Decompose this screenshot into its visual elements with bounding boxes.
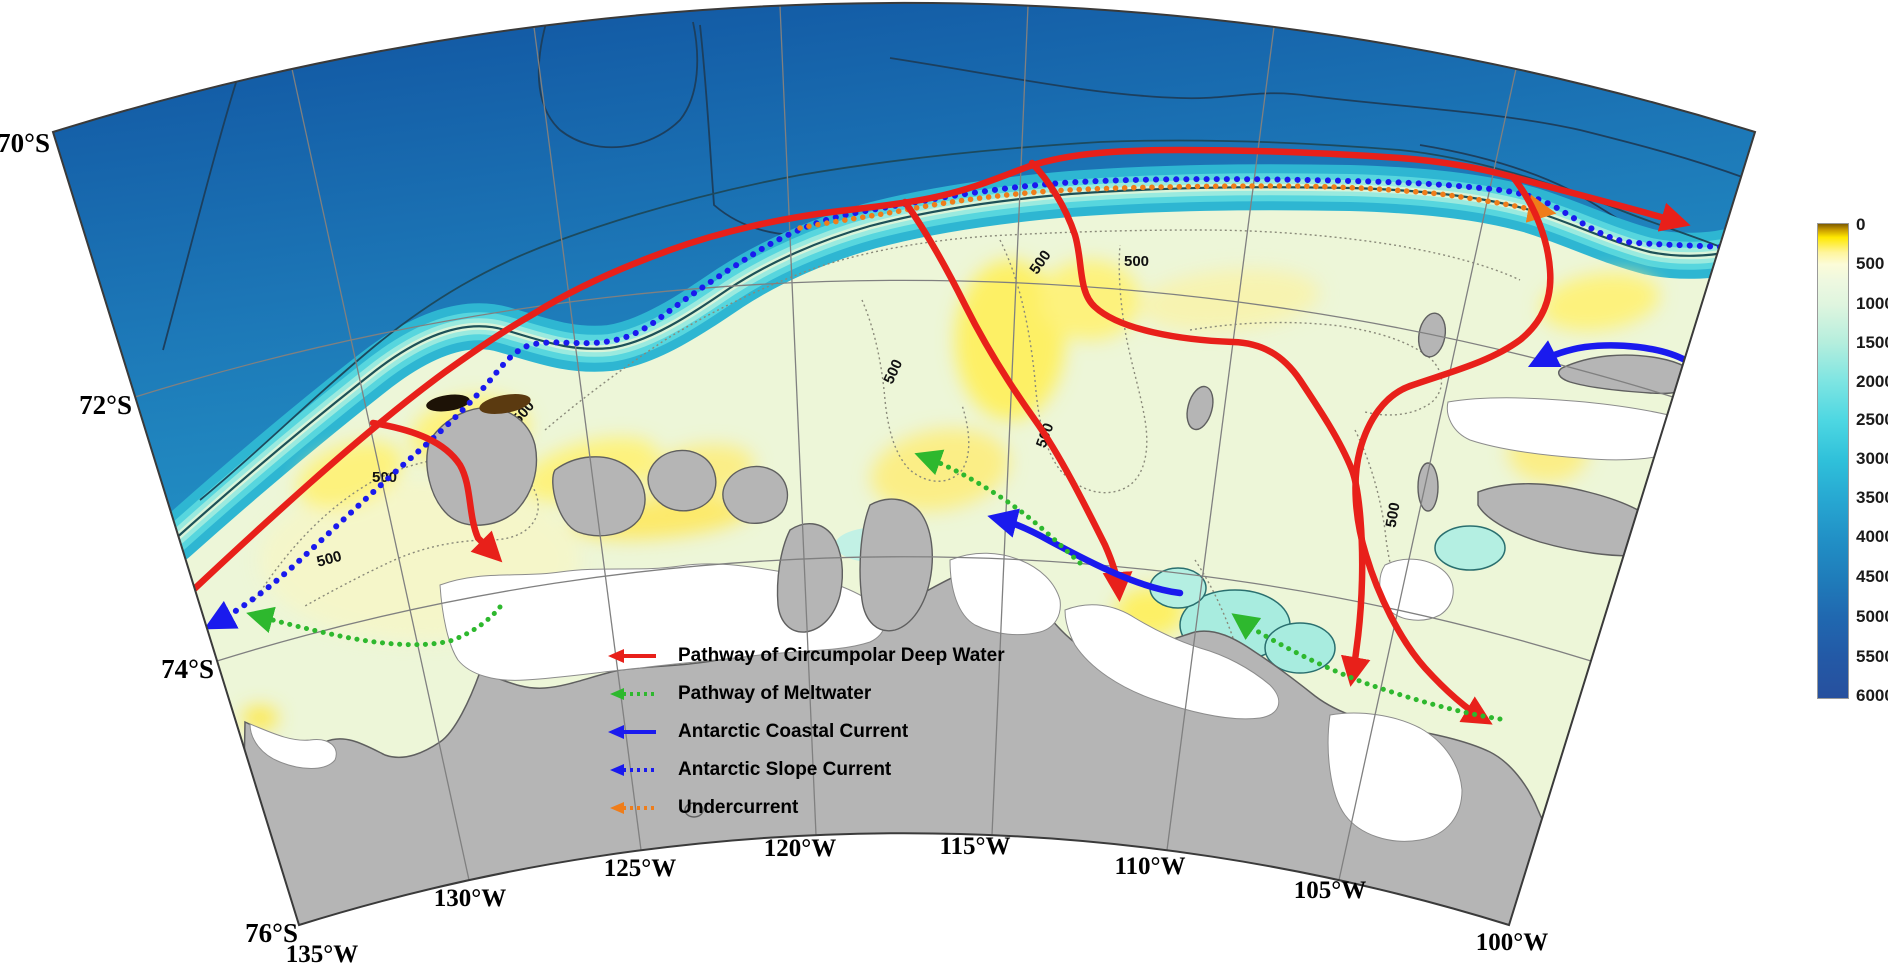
legend-item-coastal-current: Antarctic Coastal Current	[606, 713, 1005, 751]
lat-label-74s: 74°S	[161, 654, 214, 684]
lat-label-76s: 76°S	[245, 918, 298, 948]
meridian-125w	[533, 26, 642, 851]
lat-label-70s: 70°S	[0, 128, 50, 158]
colorbar-tick: 6000	[1856, 686, 1888, 705]
ice-shelves	[249, 397, 1698, 842]
colorbar-tick: 5500	[1856, 647, 1888, 666]
meridian-115w	[991, 5, 1029, 836]
lon-label-110w: 110°W	[1114, 853, 1185, 880]
colorbar-tick: 1500	[1856, 333, 1888, 352]
legend-item-meltwater: Pathway of Meltwater	[606, 675, 1005, 713]
depth-colorbar	[1817, 223, 1849, 699]
pine-island-ice-shelf	[1064, 604, 1280, 720]
coastal-current-east	[1527, 340, 1691, 368]
lon-label-135w: 135°W	[286, 941, 359, 967]
se-ice-patch	[1327, 712, 1463, 842]
deep-contours	[162, 15, 1746, 351]
orange-dotted-arrow-icon	[610, 802, 654, 814]
legend-label-undercurrent: Undercurrent	[678, 797, 799, 818]
martin-peninsula	[776, 523, 844, 633]
cdw-getz-branch	[369, 419, 503, 563]
antarctic-slope-current-path	[203, 176, 1723, 630]
meridian-130w	[291, 68, 470, 881]
bear-peninsula	[859, 498, 933, 632]
currents	[186, 146, 1723, 725]
colorbar-tick: 5000	[1856, 607, 1888, 626]
colorbar-tick: 1000	[1856, 294, 1888, 313]
legend: Pathway of Circumpolar Deep Water Pathwa…	[606, 637, 1005, 827]
small-island	[1417, 462, 1439, 512]
islands	[426, 312, 1701, 818]
getz-ice-shelf	[439, 563, 886, 681]
colorbar-tick: 2500	[1856, 410, 1888, 429]
meltwater-east	[1231, 613, 1503, 722]
cdw-pib-branch	[1028, 159, 1371, 687]
lon-label-100w: 100°W	[1476, 929, 1549, 956]
legend-label-slope-current: Antarctic Slope Current	[678, 759, 892, 780]
cdw-dotson-branch	[901, 198, 1133, 602]
colorbar-tick: 2000	[1856, 372, 1888, 391]
small-island	[1186, 385, 1214, 431]
meltwater-central	[914, 449, 1083, 566]
red-solid-arrow-icon	[608, 649, 656, 663]
dotson-ice-shelf	[949, 552, 1061, 636]
lon-label-125w: 125°W	[604, 855, 677, 882]
meridian-120w	[779, 5, 817, 836]
meridian-105w	[1338, 68, 1517, 881]
lon-label-120w: 120°W	[764, 835, 837, 862]
legend-item-cdw: Pathway of Circumpolar Deep Water	[606, 637, 1005, 675]
colorbar-tick: 3000	[1856, 449, 1888, 468]
longitude-labels: 135°W 130°W 125°W 120°W 115°W 110°W 105°…	[286, 833, 1549, 967]
contour-label: 500	[315, 548, 344, 571]
duncan-island	[722, 465, 789, 524]
lon-label-130w: 130°W	[434, 885, 507, 912]
green-dotted-arrow-icon	[610, 688, 654, 700]
undercurrent-path	[797, 183, 1557, 231]
lat-label-72s: 72°S	[79, 390, 132, 420]
lon-label-115w: 115°W	[939, 833, 1010, 860]
meridian-110w	[1166, 26, 1275, 851]
meltwater-west	[246, 604, 503, 648]
blue-dotted-arrow-icon	[610, 764, 654, 776]
wright-island	[647, 449, 717, 512]
carney-island	[552, 456, 646, 537]
colorbar-tick: 3500	[1856, 488, 1888, 507]
cdw-east-branch	[1352, 173, 1554, 725]
small-island	[684, 802, 704, 818]
colorbar-tick: 0	[1856, 215, 1866, 234]
legend-item-undercurrent: Undercurrent	[606, 789, 1005, 827]
colorbar-tick: 4500	[1856, 567, 1888, 586]
legend-item-slope-current: Antarctic Slope Current	[606, 751, 1005, 789]
blue-solid-arrow-icon	[608, 725, 656, 739]
contour-label: 500	[1383, 501, 1404, 529]
lon-label-105w: 105°W	[1294, 877, 1367, 904]
parallel-72s	[134, 279, 1674, 398]
map-border	[51, 2, 1757, 927]
contour-label: 500	[372, 469, 397, 486]
legend-label-meltwater: Pathway of Meltwater	[678, 683, 872, 704]
legend-label-cdw: Pathway of Circumpolar Deep Water	[678, 645, 1005, 666]
legend-label-coastal-current: Antarctic Coastal Current	[678, 721, 909, 742]
colorbar-tick: 4000	[1856, 527, 1888, 546]
colorbar-tick: 500	[1856, 254, 1885, 273]
parallel-74s	[216, 556, 1592, 662]
cdw-main-path	[186, 146, 1691, 597]
rock-outcrops	[426, 394, 531, 414]
west-ice-patch	[249, 723, 337, 769]
latitude-labels: 70°S 72°S 74°S 76°S	[0, 128, 298, 948]
contour-label: 500	[1124, 253, 1149, 270]
